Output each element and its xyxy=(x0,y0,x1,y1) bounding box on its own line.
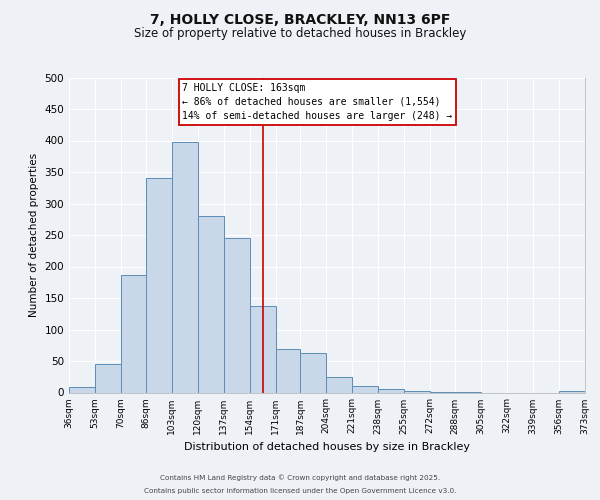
Bar xyxy=(95,364,121,392)
Text: Size of property relative to detached houses in Brackley: Size of property relative to detached ho… xyxy=(134,28,466,40)
Bar xyxy=(197,216,224,392)
Bar xyxy=(404,390,430,392)
Text: Contains HM Land Registry data © Crown copyright and database right 2025.: Contains HM Land Registry data © Crown c… xyxy=(160,474,440,481)
Text: Contains public sector information licensed under the Open Government Licence v3: Contains public sector information licen… xyxy=(144,488,456,494)
Bar xyxy=(121,274,146,392)
Text: 7 HOLLY CLOSE: 163sqm
← 86% of detached houses are smaller (1,554)
14% of semi-d: 7 HOLLY CLOSE: 163sqm ← 86% of detached … xyxy=(182,82,452,122)
Bar xyxy=(224,238,250,392)
Bar xyxy=(352,386,378,392)
Bar xyxy=(276,349,300,393)
Bar xyxy=(326,377,352,392)
Bar xyxy=(559,391,585,392)
Y-axis label: Number of detached properties: Number of detached properties xyxy=(29,153,39,317)
Bar xyxy=(69,388,95,392)
X-axis label: Distribution of detached houses by size in Brackley: Distribution of detached houses by size … xyxy=(184,442,470,452)
Bar xyxy=(300,354,326,393)
Bar xyxy=(378,390,404,392)
Bar xyxy=(172,142,197,393)
Text: 7, HOLLY CLOSE, BRACKLEY, NN13 6PF: 7, HOLLY CLOSE, BRACKLEY, NN13 6PF xyxy=(150,12,450,26)
Bar xyxy=(250,306,276,392)
Bar xyxy=(146,178,172,392)
